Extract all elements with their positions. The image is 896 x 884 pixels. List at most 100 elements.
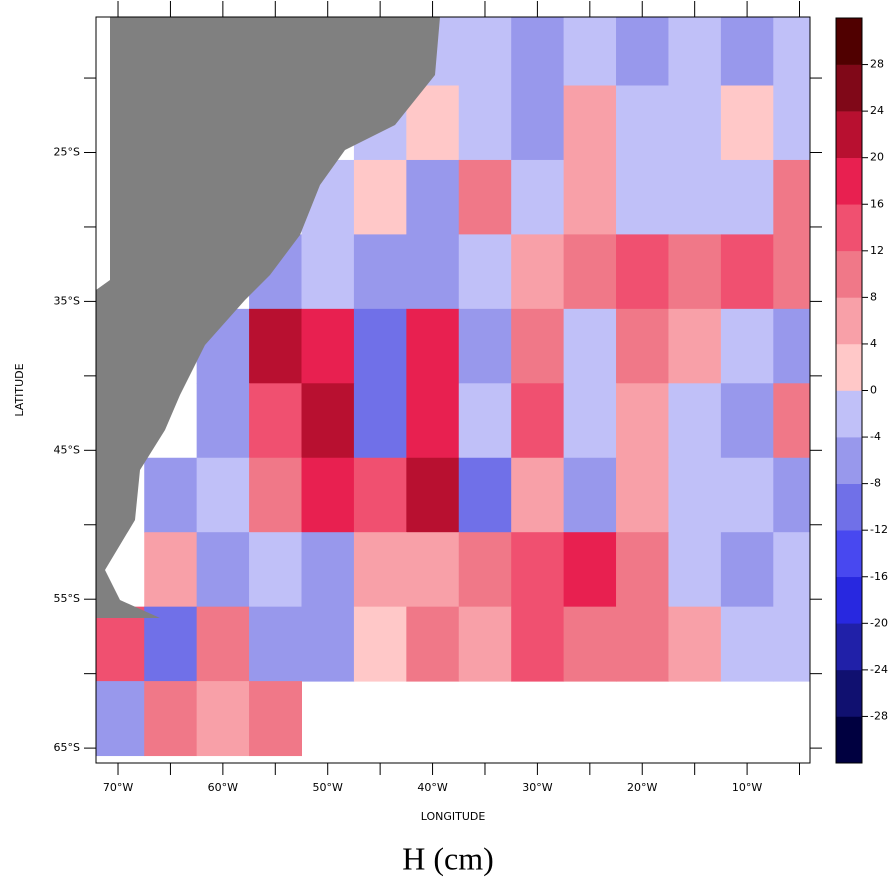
field-cell	[563, 606, 617, 682]
field-cell	[511, 383, 565, 459]
field-cell	[511, 457, 565, 533]
field-cell	[511, 85, 565, 161]
field-cell	[773, 85, 810, 161]
field-cell	[406, 457, 460, 533]
colorbar-tick-label: 0	[870, 384, 877, 397]
field-cell	[616, 159, 669, 235]
field-cell	[616, 606, 669, 682]
colorbar-swatch	[836, 297, 862, 345]
colorbar-swatch	[836, 530, 862, 578]
field-cell	[773, 532, 810, 608]
field	[96, 17, 810, 757]
field-cell	[720, 532, 774, 608]
field-cell	[616, 308, 669, 384]
field-cell	[96, 606, 145, 682]
colorbar-tick-label: -4	[870, 430, 881, 443]
field-cell	[616, 383, 669, 459]
field-cell	[249, 383, 302, 459]
colorbar-swatch	[836, 204, 862, 252]
field-cell	[668, 85, 722, 161]
field-cell	[353, 383, 407, 459]
y-tick-label: 25°S	[54, 146, 80, 159]
field-cell	[773, 606, 810, 682]
field-cell	[668, 606, 722, 682]
field-cell	[616, 17, 669, 86]
field-cell	[144, 457, 198, 533]
field-cell	[144, 606, 198, 682]
colorbar-swatch	[836, 576, 862, 624]
colorbar-tick-label: 12	[870, 244, 884, 257]
field-cell	[511, 532, 565, 608]
colorbar-tick-label: 8	[870, 290, 877, 303]
field-cell	[353, 234, 407, 310]
field-cell	[353, 159, 407, 235]
colorbar-tick-label: -20	[870, 616, 888, 629]
x-tick-label: 30°W	[522, 781, 552, 794]
y-tick-label: 55°S	[54, 592, 80, 605]
field-cell	[144, 681, 198, 757]
colorbar-swatch	[836, 390, 862, 438]
field-cell	[668, 532, 722, 608]
field-cell	[96, 681, 145, 757]
field-cell	[511, 308, 565, 384]
field-cell	[301, 234, 355, 310]
field-cell	[406, 606, 460, 682]
colorbar-swatch	[836, 623, 862, 671]
y-axis-label: LATITUDE	[13, 363, 26, 416]
field-cell	[406, 308, 460, 384]
chart-title: H (cm)	[402, 840, 494, 876]
field-cell	[406, 234, 460, 310]
field-cell	[511, 234, 565, 310]
field-cell	[668, 17, 722, 86]
field-cell	[773, 234, 810, 310]
field-cell	[563, 234, 617, 310]
field-cell	[406, 383, 460, 459]
colorbar-tick-label: -8	[870, 477, 881, 490]
field-cell	[668, 234, 722, 310]
colorbar-swatch	[836, 157, 862, 205]
x-tick-label: 70°W	[103, 781, 133, 794]
colorbar-swatch	[836, 716, 862, 764]
field-cell	[563, 457, 617, 533]
field-cell	[563, 159, 617, 235]
field-cell	[353, 532, 407, 608]
field-cell	[249, 606, 302, 682]
x-tick-label: 20°W	[627, 781, 657, 794]
colorbar-tick-label: 16	[870, 197, 884, 210]
plot-frame	[95, 16, 811, 764]
field-cell	[563, 17, 617, 86]
field-cell	[720, 17, 774, 86]
field-cell	[563, 383, 617, 459]
field-cell	[616, 457, 669, 533]
field-cell	[720, 85, 774, 161]
field-cell	[353, 457, 407, 533]
field-cell	[249, 457, 302, 533]
field-cell	[720, 383, 774, 459]
field-cell	[720, 234, 774, 310]
field-cell	[406, 159, 460, 235]
x-tick-label: 50°W	[313, 781, 343, 794]
colorbar-swatch	[836, 343, 862, 391]
colorbar-tick-label: 4	[870, 337, 877, 350]
field-cell	[668, 457, 722, 533]
field-cell	[196, 681, 250, 757]
colorbar-swatch	[836, 18, 862, 65]
field-cell	[773, 159, 810, 235]
field-cell	[720, 308, 774, 384]
y-tick-label: 35°S	[54, 294, 80, 307]
field-cell	[511, 606, 565, 682]
y-tick-label: 65°S	[54, 741, 80, 754]
field-cell	[458, 606, 512, 682]
field-cell	[720, 606, 774, 682]
field-cell	[249, 681, 302, 757]
colorbar-swatch	[836, 250, 862, 298]
field-cell	[458, 17, 512, 86]
x-tick-label: 40°W	[417, 781, 447, 794]
colorbar-tick-label: -24	[870, 663, 888, 676]
colorbar-swatch	[836, 64, 862, 112]
field-cell	[720, 159, 774, 235]
field-cell	[773, 383, 810, 459]
field-cell	[563, 308, 617, 384]
field-cell	[511, 159, 565, 235]
